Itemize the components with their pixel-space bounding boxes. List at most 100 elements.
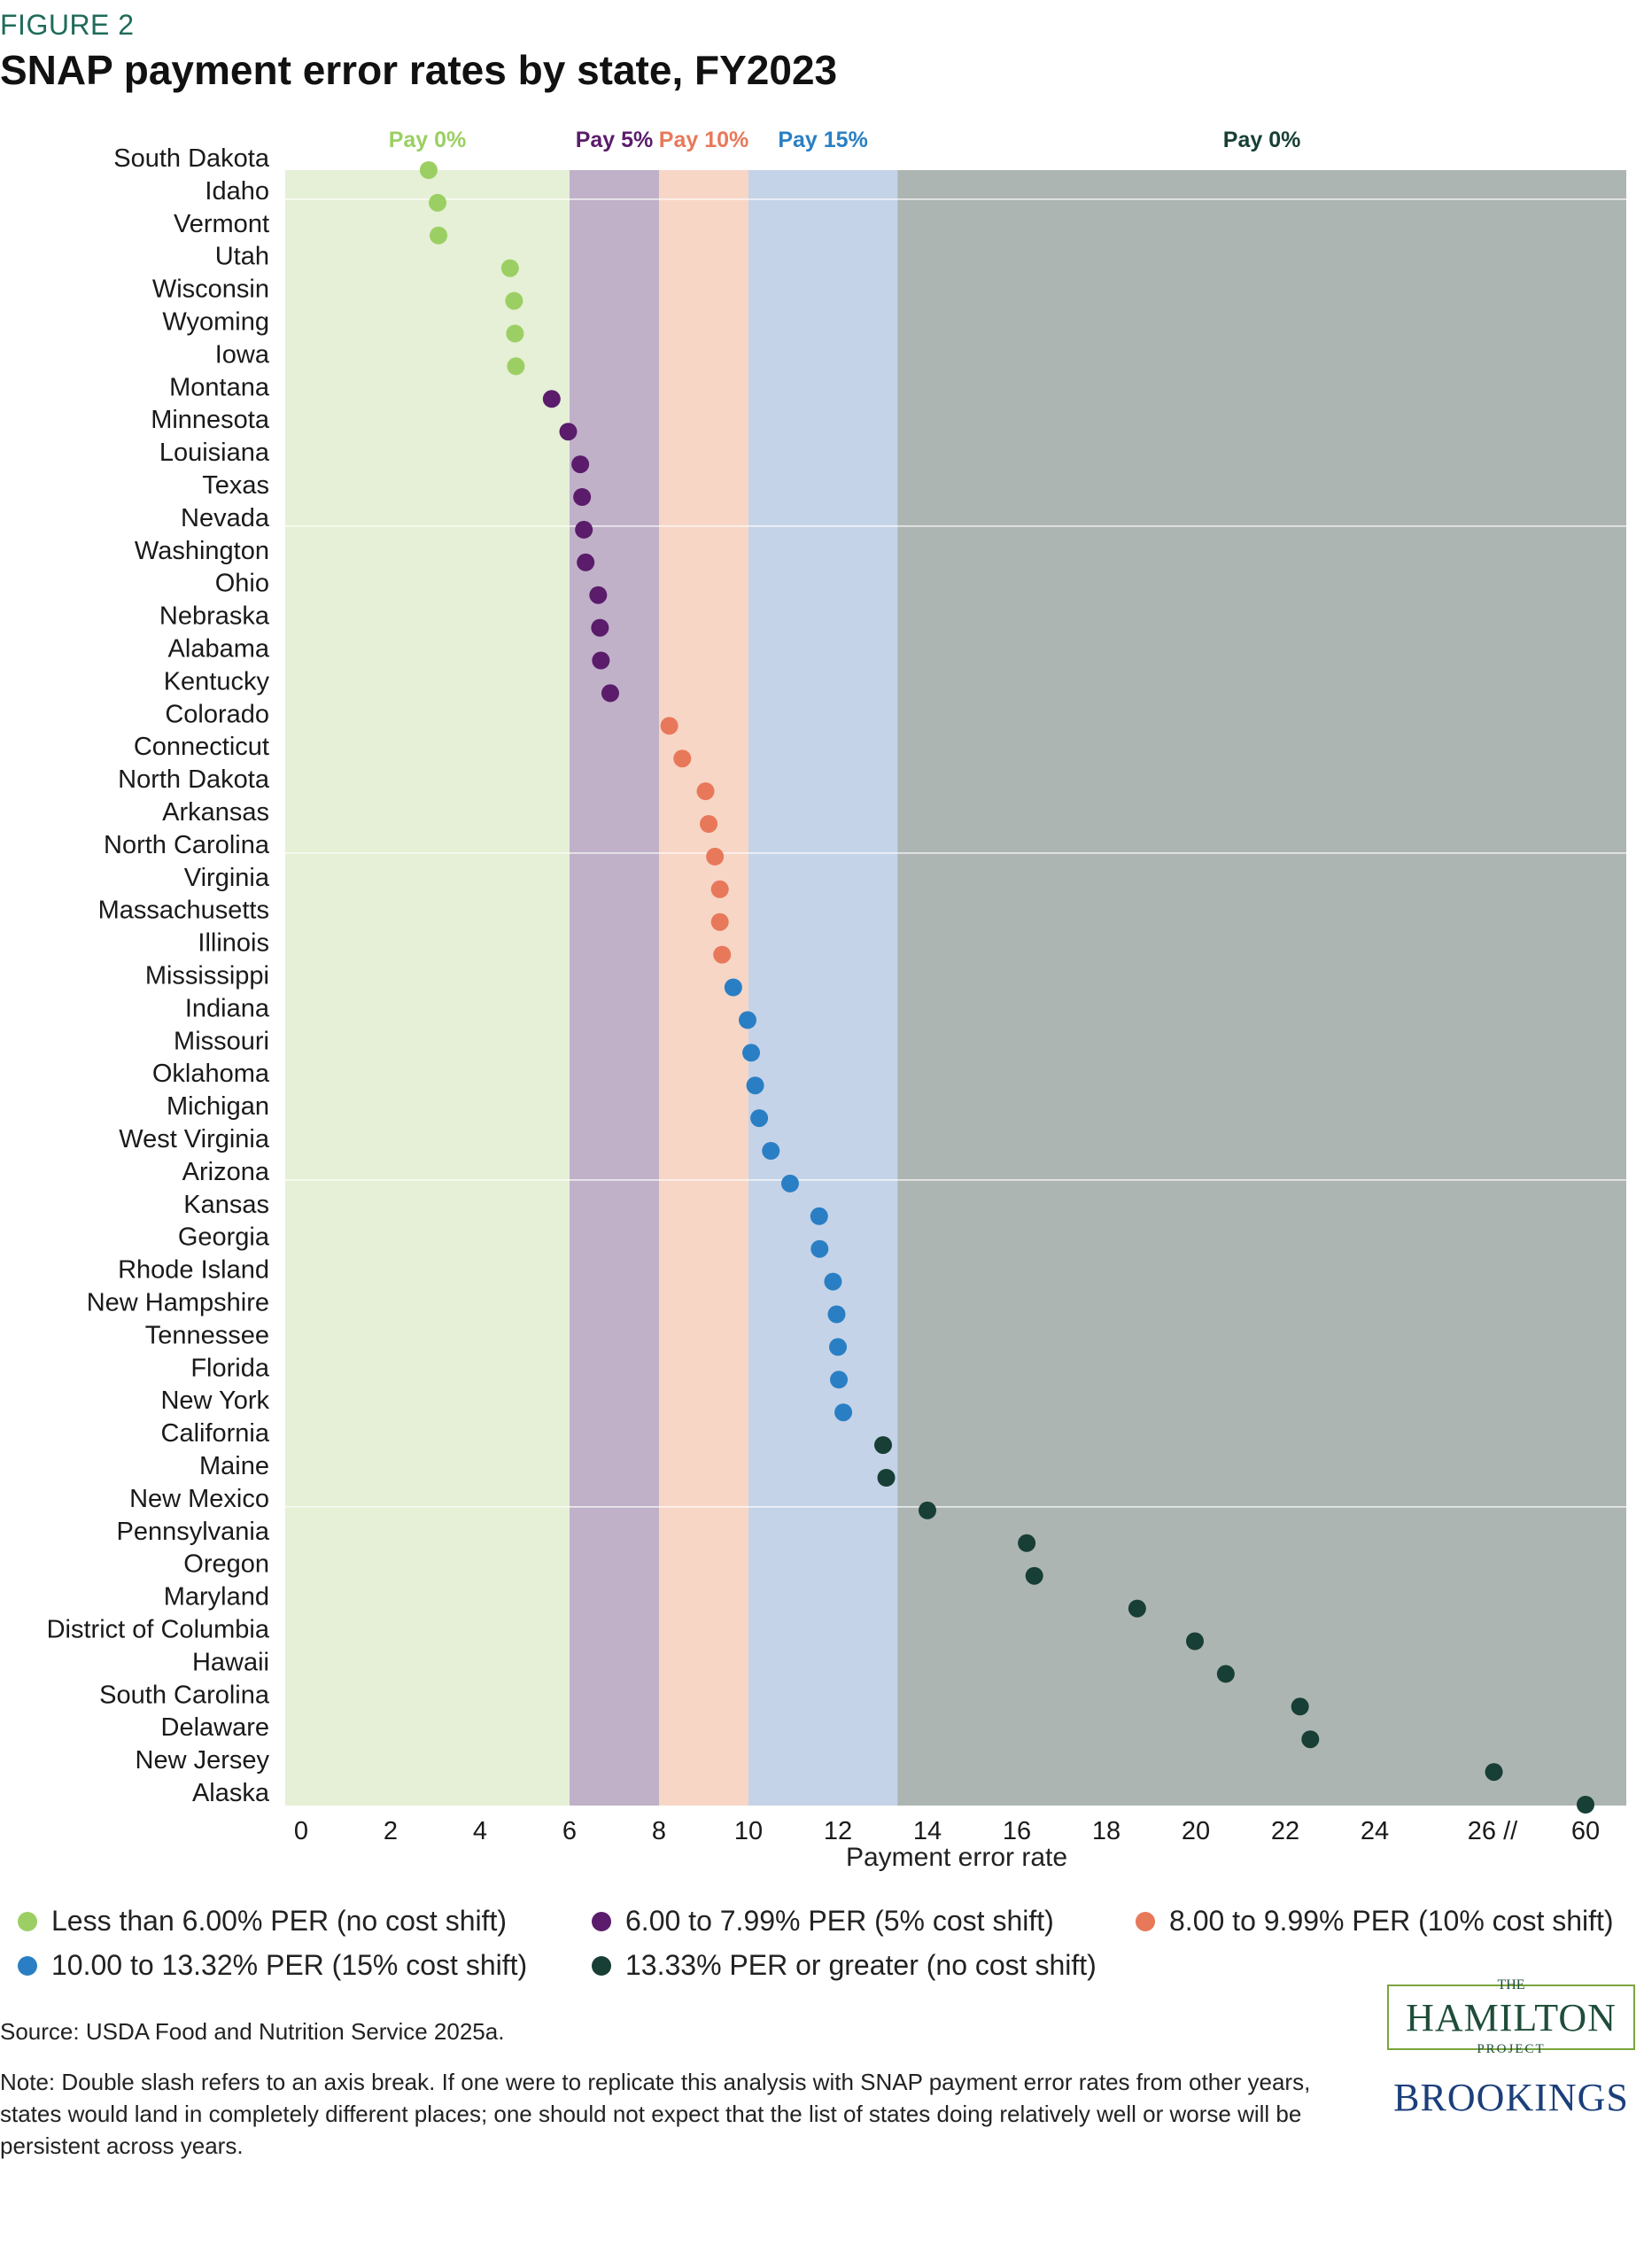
state-label: New York	[160, 1386, 269, 1415]
band-label-3: Pay 15%	[778, 128, 867, 152]
state-label: Utah	[215, 243, 269, 271]
data-point	[724, 978, 742, 997]
logo-hamilton: HAMILTON	[1406, 1996, 1617, 2039]
state-label: West Virginia	[119, 1125, 270, 1153]
data-point	[1291, 1697, 1309, 1716]
state-label: North Carolina	[104, 831, 270, 859]
data-point	[506, 324, 524, 343]
state-label: Massachusetts	[98, 897, 269, 925]
data-point	[824, 1272, 842, 1291]
data-point	[577, 553, 595, 571]
x-tick-label: 0	[294, 1817, 308, 1845]
figure-label: FIGURE 2	[0, 9, 135, 41]
state-label: Illinois	[198, 929, 269, 958]
logo-the: THE	[1497, 1977, 1525, 1992]
state-label: New Mexico	[129, 1485, 269, 1513]
legend-dot-orange	[1136, 1911, 1155, 1931]
data-point	[834, 1403, 853, 1422]
state-label: Nevada	[181, 504, 270, 532]
data-point	[1485, 1763, 1503, 1782]
x-tick-label: 20	[1182, 1817, 1210, 1845]
data-point	[591, 618, 609, 637]
data-point	[571, 455, 590, 474]
data-point	[1018, 1534, 1036, 1552]
state-label: Alabama	[168, 635, 270, 664]
legend-label: 13.33% PER or greater (no cost shift)	[625, 1949, 1097, 1981]
legend-label: 10.00 to 13.32% PER (15% cost shift)	[51, 1949, 528, 1981]
data-point	[710, 913, 729, 931]
data-point	[673, 750, 692, 768]
state-label: Minnesota	[151, 406, 270, 434]
band-label-1: Pay 5%	[576, 128, 654, 152]
state-label: Maryland	[164, 1583, 269, 1612]
data-point	[500, 259, 519, 277]
data-point	[742, 1044, 761, 1062]
legend-dot-blue	[18, 1955, 37, 1976]
data-point	[1216, 1665, 1235, 1683]
x-tick-label: 12	[824, 1817, 852, 1845]
state-label: Idaho	[205, 177, 269, 206]
state-label: Michigan	[167, 1092, 269, 1121]
x-axis-ticks: 0 2 4 6 8 10 12 14 16 18 20 22 24 26 //60	[294, 1817, 1600, 1845]
state-label: Louisiana	[159, 439, 270, 467]
state-label: New Jersey	[136, 1746, 270, 1775]
data-point	[810, 1207, 828, 1225]
state-label: Delaware	[161, 1713, 270, 1742]
note-text: Note: Double slash refers to an axis bre…	[0, 2069, 1311, 2159]
x-tick-label: 14	[913, 1817, 942, 1845]
data-point	[700, 815, 718, 833]
x-tick-label: 2	[384, 1817, 398, 1845]
state-label: Vermont	[174, 210, 269, 238]
data-point	[919, 1501, 936, 1519]
state-labels: South Dakota Idaho Vermont Utah Wisconsin Wyo…	[47, 144, 270, 1807]
data-point	[713, 945, 732, 964]
data-point	[874, 1436, 893, 1455]
state-label: Iowa	[215, 340, 270, 369]
data-point	[589, 586, 608, 604]
state-label: Montana	[169, 373, 270, 401]
x-tick-label: 8	[652, 1817, 666, 1845]
state-label: California	[161, 1419, 270, 1448]
state-label: Arizona	[182, 1158, 270, 1186]
x-tick-label: 60	[1571, 1817, 1600, 1845]
x-tick-label: 18	[1092, 1817, 1121, 1845]
brookings-logo: BROOKINGS	[1393, 2076, 1629, 2119]
legend-label: 6.00 to 7.99% PER (5% cost shift)	[625, 1905, 1054, 1937]
data-point	[1301, 1730, 1320, 1749]
state-label: South Carolina	[99, 1681, 270, 1709]
data-point	[575, 520, 593, 539]
state-label: Kansas	[183, 1191, 269, 1219]
scatter-chart: Pay 0% Pay 5% Pay 10% Pay 15% Pay 0% South D…	[47, 128, 1626, 1845]
data-points	[419, 161, 1594, 1814]
logo-project: PROJECT	[1477, 2042, 1546, 2056]
state-label: North Dakota	[118, 765, 270, 794]
legend-item-purple: 6.00 to 7.99% PER (5% cost shift)	[592, 1905, 1054, 1938]
x-axis-title: Payment error rate	[845, 1843, 1068, 1872]
legend-label: 8.00 to 9.99% PER (10% cost shift)	[1169, 1905, 1614, 1937]
data-point	[877, 1469, 896, 1487]
state-label: Texas	[202, 471, 269, 500]
data-point	[780, 1174, 799, 1192]
data-point	[542, 390, 561, 408]
data-point	[429, 193, 447, 212]
legend-item-green: Less than 6.00% PER (no cost shift)	[18, 1905, 507, 1938]
state-label: Colorado	[165, 700, 269, 728]
band-layer	[285, 170, 1626, 1806]
state-label: Oklahoma	[152, 1060, 270, 1088]
band-labels: Pay 0% Pay 5% Pay 10% Pay 15% Pay 0%	[389, 128, 1301, 152]
data-point	[573, 488, 592, 506]
state-label: Georgia	[178, 1223, 270, 1252]
legend-dot-purple	[592, 1911, 611, 1931]
band-label-4: Pay 0%	[1223, 128, 1301, 152]
data-point	[592, 651, 610, 670]
state-label: Kentucky	[164, 667, 270, 695]
state-label: Tennessee	[145, 1321, 269, 1349]
data-point	[559, 423, 578, 441]
state-label: Connecticut	[134, 733, 269, 761]
data-point	[827, 1305, 846, 1324]
state-label: Hawaii	[192, 1648, 269, 1676]
band-4	[897, 170, 1626, 1806]
state-label: Rhode Island	[118, 1256, 269, 1285]
state-label: Arkansas	[162, 798, 269, 827]
data-point	[601, 684, 619, 703]
